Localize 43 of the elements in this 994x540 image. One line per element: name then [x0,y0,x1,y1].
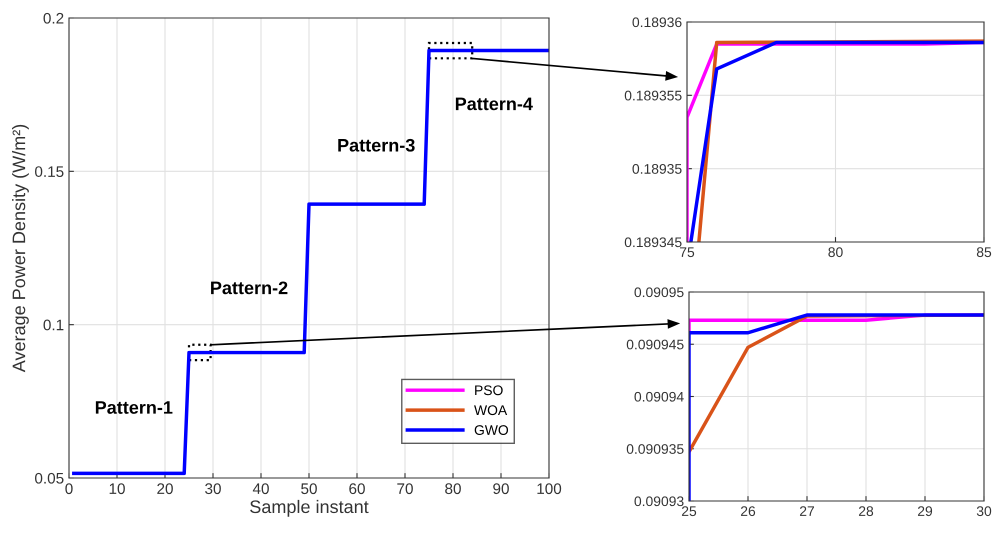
x-tick-label: 28 [858,506,874,516]
x-tick-label: 30 [205,483,221,494]
x-tick-label: 90 [493,483,509,494]
x-tick-label: 10 [110,483,125,494]
x-tick-label: 26 [740,506,756,516]
y-tick-label: 0.1 [44,320,64,330]
annotation: Pattern-3 [338,138,415,152]
x-tick-label: 50 [301,483,317,494]
y-tick-label: 0.189355 [624,90,682,101]
legend-label: GWO [474,425,508,435]
annotation: Pattern-1 [96,401,172,414]
x-tick-label: 30 [976,506,992,516]
annotation: Pattern-4 [456,98,533,110]
x-tick-label: 60 [349,483,365,494]
y-tick-label: 0.09094 [634,392,684,402]
x-tick-label: 20 [157,483,173,494]
x-tick-label: 29 [918,506,932,516]
x-tick-label: 75 [680,247,694,258]
x-axis-title: Sample instant [250,500,369,517]
y-tick-label: 0.09093 [634,496,684,506]
x-tick-label: 0 [65,483,73,494]
y-tick-label: 0.2 [44,12,64,24]
y-tick-label: 0.189345 [624,237,682,248]
x-tick-label: 70 [397,483,413,494]
x-tick-label: 80 [828,247,843,258]
line-series [72,48,549,476]
y-tick-label: 0.09095 [634,287,684,298]
y-axis-title: Average Power Density (W/m²) [12,124,29,372]
x-tick-label: 100 [537,483,562,494]
y-tick-label: 0.05 [35,472,64,484]
x-tick-label: 27 [800,506,814,516]
y-tick-label: 0.18935 [632,164,682,174]
x-tick-label: 80 [445,483,461,494]
y-tick-label: 0.18936 [632,17,682,28]
annotation: Pattern-2 [211,281,288,294]
x-tick-label: 25 [682,506,696,516]
y-tick-label: 0.15 [35,166,64,178]
x-tick-label: 40 [252,483,269,494]
legend-label: WOA [474,405,508,416]
y-tick-label: 0.090945 [626,340,684,350]
legend-label: PSO [475,385,503,396]
x-tick-label: 85 [976,247,992,258]
y-tick-label: 0.090935 [626,444,684,454]
